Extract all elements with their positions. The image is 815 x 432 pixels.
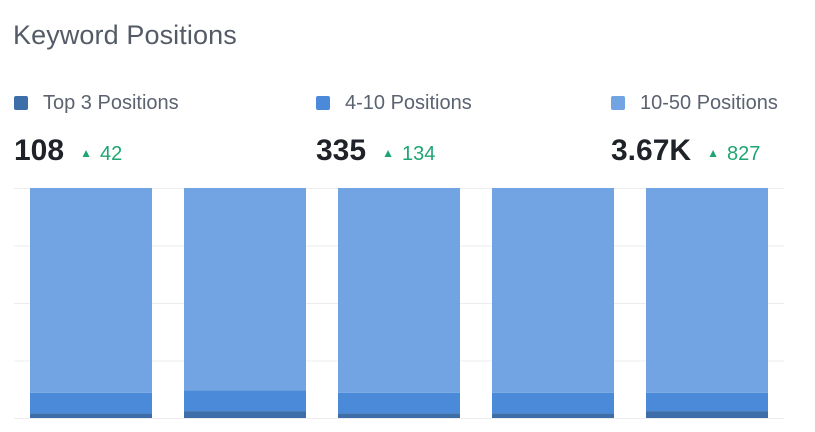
legend-label-10-50: 10-50 Positions bbox=[640, 91, 778, 114]
metric-top3: Top 3 Positions 108 ▲ 42 bbox=[14, 88, 179, 168]
legend-item-top3[interactable]: Top 3 Positions bbox=[14, 88, 179, 118]
bar-segment-1-series-1[interactable] bbox=[30, 413, 152, 418]
metric-value-top3: 108 bbox=[14, 134, 65, 167]
stacked-bar-chart bbox=[14, 188, 784, 419]
metric-delta-10-50: 827 bbox=[726, 143, 761, 165]
bar-segment-1-series-3[interactable] bbox=[30, 188, 152, 393]
bar-segment-2-series-3[interactable] bbox=[184, 188, 306, 391]
widget-title: Keyword Positions bbox=[13, 20, 237, 50]
bar-segment-1-series-2[interactable] bbox=[30, 392, 152, 414]
bar-segment-4-series-3[interactable] bbox=[492, 188, 614, 393]
legend-swatch-top3 bbox=[14, 96, 28, 110]
legend-label-top3: Top 3 Positions bbox=[43, 91, 179, 114]
metric-value-10-50: 3.67K bbox=[611, 134, 692, 167]
bar-segment-3-series-3[interactable] bbox=[338, 188, 460, 393]
metric-delta-4-10: 134 bbox=[401, 143, 436, 165]
bar-segment-3-series-2[interactable] bbox=[338, 392, 460, 414]
metric-delta-top3: 42 bbox=[99, 143, 123, 165]
metric-value-4-10: 335 bbox=[316, 134, 367, 167]
bar-segment-5-series-3[interactable] bbox=[646, 188, 768, 393]
bar-segment-4-series-1[interactable] bbox=[492, 413, 614, 418]
legend-swatch-10-50 bbox=[611, 96, 625, 110]
bar-segment-2-series-1[interactable] bbox=[184, 411, 306, 418]
metric-4-10: 4-10 Positions 335 ▲ 134 bbox=[316, 88, 472, 168]
bar-segment-5-series-2[interactable] bbox=[646, 392, 768, 412]
legend-item-4-10[interactable]: 4-10 Positions bbox=[316, 88, 472, 118]
metric-10-50: 10-50 Positions 3.67K ▲ 827 bbox=[611, 88, 778, 168]
bar-segment-5-series-1[interactable] bbox=[646, 411, 768, 418]
legend-swatch-4-10 bbox=[316, 96, 330, 110]
triangle-up-icon: ▲ bbox=[707, 146, 719, 160]
triangle-up-icon: ▲ bbox=[382, 146, 394, 160]
triangle-up-icon: ▲ bbox=[80, 146, 92, 160]
legend-label-4-10: 4-10 Positions bbox=[345, 91, 472, 114]
bar-segment-2-series-2[interactable] bbox=[184, 390, 306, 412]
bar-segment-3-series-1[interactable] bbox=[338, 413, 460, 418]
legend-item-10-50[interactable]: 10-50 Positions bbox=[611, 88, 778, 118]
bar-segment-4-series-2[interactable] bbox=[492, 392, 614, 414]
